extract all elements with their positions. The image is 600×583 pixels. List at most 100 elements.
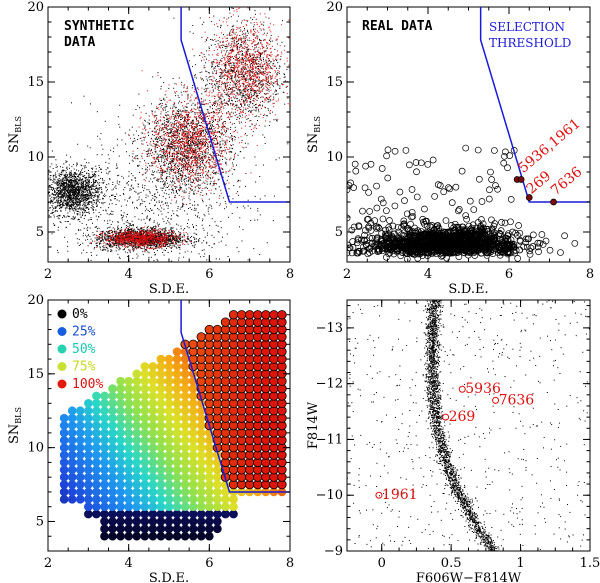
synthetic-point	[137, 246, 139, 248]
synthetic-point	[65, 203, 67, 205]
synthetic-point	[229, 169, 231, 171]
synthetic-point	[199, 125, 201, 127]
synthetic-point	[90, 196, 92, 198]
synthetic-point	[140, 240, 142, 242]
synthetic-point	[78, 238, 80, 240]
synthetic-point	[82, 203, 84, 205]
synthetic-point	[184, 159, 186, 161]
synthetic-point	[103, 234, 105, 236]
synthetic-point	[152, 237, 154, 239]
synthetic-point	[149, 240, 151, 242]
synthetic-point	[125, 243, 127, 245]
synthetic-point	[231, 173, 233, 175]
synthetic-point	[62, 203, 64, 205]
synthetic-point	[170, 130, 172, 132]
synthetic-point	[64, 236, 66, 238]
synthetic-point	[117, 238, 119, 240]
synthetic-point	[163, 123, 165, 125]
synthetic-point	[232, 140, 234, 142]
synthetic-point	[70, 172, 72, 174]
synthetic-point	[229, 141, 231, 143]
synthetic-point	[225, 129, 227, 131]
synthetic-point	[51, 189, 53, 191]
synthetic-point	[66, 178, 68, 180]
synthetic-point	[115, 241, 117, 243]
synthetic-point	[124, 229, 126, 231]
synthetic-point	[176, 153, 178, 155]
synthetic-point	[78, 182, 80, 184]
synthetic-point	[169, 247, 171, 249]
synthetic-point	[191, 235, 193, 237]
synthetic-point	[72, 198, 74, 200]
synthetic-point	[177, 150, 179, 152]
synthetic-point	[60, 185, 62, 187]
synthetic-point	[104, 237, 106, 239]
synthetic-point	[155, 241, 157, 243]
synthetic-point	[96, 204, 98, 206]
synthetic-point	[70, 189, 72, 191]
synthetic-point	[63, 182, 65, 184]
synthetic-point	[150, 240, 152, 242]
synthetic-point	[147, 245, 149, 247]
synthetic-point	[85, 180, 87, 182]
synthetic-point	[207, 175, 209, 177]
synthetic-point	[82, 187, 84, 189]
synthetic-point	[74, 188, 76, 190]
synthetic-point	[83, 183, 85, 185]
synthetic-point	[152, 228, 154, 230]
synthetic-point	[144, 240, 146, 242]
synthetic-point	[156, 232, 158, 234]
synthetic-point	[110, 235, 112, 237]
synthetic-point	[49, 198, 51, 200]
synthetic-point	[156, 239, 158, 241]
synthetic-point	[66, 181, 68, 183]
synthetic-point	[92, 209, 94, 211]
synthetic-point	[132, 240, 134, 242]
synthetic-point	[55, 206, 57, 208]
synthetic-point	[153, 237, 155, 239]
synthetic-point	[219, 159, 221, 161]
synthetic-point	[153, 241, 155, 243]
synthetic-point	[76, 173, 78, 175]
synthetic-point	[102, 232, 104, 234]
synthetic-point	[59, 182, 61, 184]
synthetic-point	[83, 189, 85, 191]
synthetic-point	[65, 176, 67, 178]
synthetic-point	[76, 204, 78, 206]
synthetic-point	[128, 230, 130, 232]
synthetic-point	[87, 183, 89, 185]
synthetic-point	[58, 208, 60, 210]
synthetic-point	[74, 198, 76, 200]
synthetic-point	[88, 187, 90, 189]
synthetic-point	[127, 239, 129, 241]
synthetic-point	[123, 233, 125, 235]
synthetic-point	[131, 235, 133, 237]
synthetic-point	[172, 135, 174, 137]
synthetic-point	[143, 179, 145, 181]
synthetic-point	[87, 195, 89, 197]
synthetic-point	[102, 246, 104, 248]
synthetic-point	[195, 147, 197, 149]
synthetic-point	[156, 240, 158, 242]
synthetic-point	[150, 236, 152, 238]
synthetic-point	[147, 235, 149, 237]
synthetic-point	[192, 102, 194, 104]
synthetic-point	[56, 182, 58, 184]
synthetic-point	[150, 237, 152, 239]
synthetic-point	[117, 245, 119, 247]
synthetic-point	[117, 237, 119, 239]
synthetic-point	[61, 190, 63, 192]
synthetic-point	[161, 159, 163, 161]
synthetic-point	[69, 181, 71, 183]
synthetic-point	[74, 184, 76, 186]
synthetic-point	[149, 241, 151, 243]
synthetic-point	[53, 207, 55, 209]
synthetic-point	[129, 234, 131, 236]
synthetic-point	[218, 178, 220, 180]
synthetic-point	[55, 201, 57, 203]
synthetic-point	[146, 232, 148, 234]
synthetic-point	[82, 214, 84, 216]
synthetic-point	[157, 242, 159, 244]
synthetic-point	[73, 174, 75, 176]
synthetic-point	[148, 231, 150, 233]
